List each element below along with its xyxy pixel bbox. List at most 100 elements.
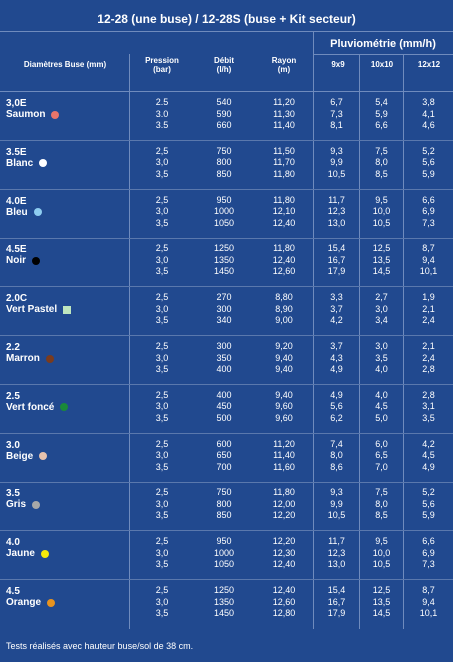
cell-pression: 2,5 — [155, 194, 169, 205]
cell-pression: 3,5 — [155, 364, 169, 374]
cell-debit: 270 — [216, 292, 232, 303]
cell-p12: 5,9 — [422, 510, 435, 521]
cell-p10: 4,5 — [375, 401, 388, 412]
cell-pression: 3,5 — [155, 266, 169, 277]
cell-rayon: 9,60 — [275, 401, 293, 412]
nozzle-color-name: Orange — [6, 597, 56, 608]
divider — [0, 91, 453, 92]
cell-p9: 11,7 — [328, 536, 345, 547]
cell-p10: 6,0 — [375, 438, 388, 449]
cell-p9: 6,2 — [330, 412, 343, 423]
color-swatch-icon — [32, 256, 40, 265]
cell-p12: 4,5 — [422, 450, 435, 461]
cell-p12: 3,1 — [422, 401, 435, 412]
cell-debit: 590 — [216, 108, 232, 119]
row-divider — [0, 432, 453, 434]
cell-p9: 4,2 — [330, 315, 343, 326]
cell-p12: 2,1 — [422, 303, 435, 314]
cell-pression: 2,5 — [155, 243, 169, 254]
cell-p10: 10,5 — [372, 559, 391, 570]
cell-p12: 6,6 — [422, 536, 435, 547]
cell-debit: 700 — [216, 461, 232, 472]
cell-rayon: 11,40 — [273, 450, 295, 461]
nozzle-size: 3.5 — [6, 488, 20, 500]
nozzle-size: 4.0 — [6, 537, 20, 549]
cell-p9: 7,3 — [330, 108, 343, 119]
nozzle-size: 4.5E — [6, 244, 27, 256]
nozzle-label: 3.5E Blanc — [6, 147, 48, 169]
cell-rayon: 8,90 — [275, 303, 293, 314]
cell-p9: 4,9 — [330, 389, 343, 400]
color-swatch-icon — [39, 452, 48, 461]
cell-p9: 8,1 — [330, 120, 343, 130]
cell-p10: 13,5 — [372, 254, 391, 265]
cell-pression: 2,5 — [155, 487, 169, 498]
cell-debit: 300 — [216, 341, 232, 351]
cell-p10: 7,5 — [375, 145, 388, 156]
color-swatch-icon — [45, 354, 54, 363]
nozzle-row-group: 4.5E Noir 2,5 3,0 3,5 1250 1350 1450 11,80 12,40 1… — [0, 238, 453, 288]
nozzle-color-name: Marron — [6, 353, 54, 364]
cell-p9: 9,3 — [330, 487, 343, 498]
cell-p10: 3,0 — [375, 341, 388, 351]
cell-rayon: 9,00 — [275, 315, 293, 326]
header-rayon-label: Rayon — [271, 56, 297, 65]
cell-pression: 2.5 — [155, 97, 169, 107]
cell-debit: 650 — [216, 450, 232, 461]
cell-p10: 4,0 — [375, 364, 388, 374]
color-swatch-icon — [40, 549, 49, 558]
cell-pression: 3,0 — [155, 352, 169, 363]
cell-p10: 5,4 — [375, 97, 388, 107]
cell-p10: 10,5 — [372, 217, 391, 228]
cell-pression: 3,0 — [155, 303, 169, 314]
cell-rayon: 11,80 — [273, 194, 295, 205]
cell-debit: 1250 — [213, 585, 235, 595]
color-swatch-icon — [60, 403, 69, 412]
cell-rayon: 11,50 — [273, 145, 295, 156]
nozzle-label: 3,0E Saumon — [6, 98, 60, 120]
cell-rayon: 12,80 — [272, 608, 296, 618]
header-pression-label: Pression — [145, 56, 179, 65]
cell-rayon: 12,20 — [272, 536, 296, 547]
cell-p12: 6,9 — [422, 547, 435, 558]
cell-debit: 450 — [216, 401, 232, 412]
cell-pression: 2,5 — [155, 145, 169, 156]
color-swatch-icon — [63, 305, 72, 314]
header-debit: Débit (l/h) — [194, 56, 254, 74]
cell-p12: 3,5 — [422, 412, 435, 423]
nozzle-color-label: Beige — [6, 450, 34, 462]
cell-p12: 2,1 — [422, 341, 435, 351]
cell-p10: 9,5 — [375, 194, 388, 205]
divider — [313, 54, 453, 55]
cell-p12: 4,9 — [422, 461, 435, 472]
cell-pression: 3,0 — [155, 498, 169, 509]
cell-rayon: 9,60 — [275, 412, 293, 423]
cell-p12: 4,1 — [422, 108, 435, 119]
cell-p9: 5,6 — [330, 401, 343, 412]
cell-p12: 2,4 — [422, 315, 435, 326]
row-divider — [0, 335, 453, 337]
cell-pression: 2,5 — [155, 438, 169, 449]
cell-rayon: 11,30 — [273, 108, 295, 119]
cell-p9: 12,3 — [327, 547, 346, 558]
nozzle-color-name: Saumon — [6, 109, 60, 120]
row-divider — [0, 384, 453, 385]
cell-rayon: 12,60 — [272, 596, 296, 607]
cell-p9: 11,7 — [328, 194, 345, 205]
header-rayon-unit: (m) — [277, 65, 291, 74]
cell-p9: 16,7 — [327, 596, 346, 607]
cell-debit: 950 — [216, 194, 232, 205]
cell-rayon: 8,80 — [275, 292, 293, 303]
cell-p10: 12,5 — [372, 243, 391, 254]
cell-rayon: 11,40 — [273, 120, 295, 130]
nozzle-color-name: Jaune — [6, 548, 49, 559]
nozzle-label: 2.0C Vert Pastel — [6, 293, 72, 315]
cell-debit: 300 — [216, 303, 232, 314]
divider — [0, 31, 453, 32]
row-divider — [0, 286, 453, 288]
cell-p12: 1,9 — [422, 292, 435, 303]
header-10x10: 10x10 — [370, 60, 394, 69]
cell-debit: 1350 — [213, 254, 235, 265]
nozzle-color-name: Noir — [6, 255, 40, 266]
cell-debit: 340 — [216, 315, 232, 326]
